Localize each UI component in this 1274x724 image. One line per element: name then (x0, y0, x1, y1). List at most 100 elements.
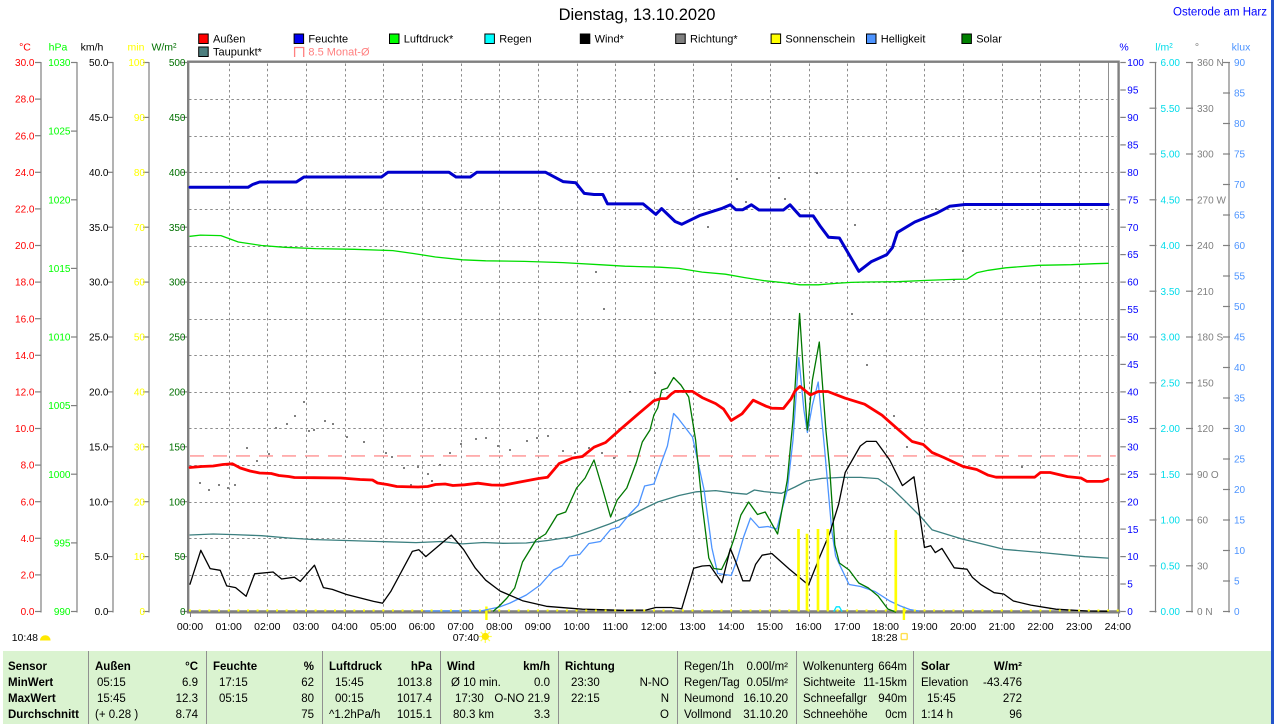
svg-text:24.0: 24.0 (15, 168, 35, 179)
svg-text:90: 90 (1234, 58, 1246, 69)
svg-text:25: 25 (1234, 455, 1246, 466)
svg-text:11:00: 11:00 (602, 621, 628, 633)
svg-text:Luftdruck: Luftdruck (329, 661, 383, 673)
svg-text:0.05l/m²: 0.05l/m² (746, 677, 788, 689)
svg-text:18:28: 18:28 (871, 632, 897, 644)
svg-text:90 O: 90 O (1197, 470, 1219, 481)
svg-text:8.74: 8.74 (176, 709, 199, 721)
svg-text:45: 45 (1127, 360, 1139, 371)
svg-text:350: 350 (169, 223, 186, 234)
svg-text:60: 60 (1234, 241, 1246, 252)
svg-text:Dienstag, 13.10.2020: Dienstag, 13.10.2020 (559, 6, 716, 24)
svg-text:0: 0 (139, 607, 145, 618)
svg-text:hPa: hPa (49, 41, 68, 53)
svg-text:Außen: Außen (213, 34, 245, 46)
svg-text:2.0: 2.0 (21, 571, 35, 582)
svg-text:07:40: 07:40 (453, 632, 479, 644)
svg-text:-43.476: -43.476 (983, 677, 1022, 689)
svg-text:85: 85 (1234, 89, 1246, 100)
svg-text:20: 20 (1234, 485, 1246, 496)
svg-text:24:00: 24:00 (1105, 621, 1131, 633)
svg-text:0cm: 0cm (885, 709, 907, 721)
svg-text:^1.2hPa/h: ^1.2hPa/h (329, 709, 380, 721)
svg-text:250: 250 (169, 333, 186, 344)
svg-text:Wind: Wind (447, 661, 475, 673)
svg-text:3.00: 3.00 (1161, 333, 1181, 344)
svg-text:1.00: 1.00 (1161, 516, 1181, 527)
svg-text:Elevation: Elevation (921, 677, 968, 689)
svg-text:12:00: 12:00 (641, 621, 667, 633)
svg-text:5: 5 (1127, 580, 1133, 591)
svg-text:26.0: 26.0 (15, 131, 35, 142)
svg-text:180 S: 180 S (1197, 333, 1223, 344)
svg-text:330: 330 (1197, 104, 1214, 115)
svg-text:05:00: 05:00 (370, 621, 396, 633)
svg-text:0.50: 0.50 (1161, 561, 1181, 572)
svg-text:50.0: 50.0 (89, 58, 109, 69)
svg-text:2.00: 2.00 (1161, 424, 1181, 435)
svg-text:80.3 km: 80.3 km (453, 709, 494, 721)
svg-text:100: 100 (128, 58, 145, 69)
svg-text:35: 35 (1234, 394, 1246, 405)
svg-text:210: 210 (1197, 287, 1214, 298)
svg-text:60: 60 (1127, 278, 1139, 289)
svg-text:1013.8: 1013.8 (397, 677, 432, 689)
svg-text:360 N: 360 N (1197, 58, 1224, 69)
svg-text:4.50: 4.50 (1161, 195, 1181, 206)
svg-text:(+ 0.28 ): (+ 0.28 ) (95, 709, 138, 721)
svg-text:990: 990 (54, 607, 71, 618)
svg-text:1:14 h: 1:14 h (921, 709, 953, 721)
svg-text:5.00: 5.00 (1161, 150, 1181, 161)
svg-text:16:00: 16:00 (795, 621, 821, 633)
svg-text:22:00: 22:00 (1027, 621, 1053, 633)
svg-text:75: 75 (1234, 150, 1246, 161)
svg-text:05:15: 05:15 (219, 693, 248, 705)
svg-text:15:00: 15:00 (757, 621, 783, 633)
svg-text:8.5 Monat-Ø: 8.5 Monat-Ø (308, 47, 370, 59)
svg-text:N: N (661, 693, 669, 705)
svg-text:0: 0 (1127, 607, 1133, 618)
svg-text:35.0: 35.0 (89, 223, 109, 234)
svg-text:5: 5 (1234, 577, 1240, 588)
svg-text:60: 60 (1197, 516, 1209, 527)
svg-text:l/m²: l/m² (1155, 41, 1173, 53)
svg-text:35: 35 (1127, 415, 1139, 426)
svg-text:14.0: 14.0 (15, 351, 35, 362)
svg-text:Ø 10 min.: Ø 10 min. (451, 677, 501, 689)
svg-text:100: 100 (1127, 58, 1144, 69)
svg-text:30: 30 (1197, 561, 1209, 572)
svg-text:N-NO: N-NO (640, 677, 669, 689)
svg-text:664m: 664m (878, 661, 907, 673)
svg-text:272: 272 (1003, 693, 1022, 705)
svg-text:10: 10 (1127, 552, 1139, 563)
svg-text:10: 10 (1234, 546, 1246, 557)
svg-text:Außen: Außen (95, 661, 131, 673)
svg-text:80: 80 (1127, 168, 1139, 179)
svg-text:270 W: 270 W (1197, 195, 1226, 206)
svg-text:Schneefallgr: Schneefallgr (803, 693, 867, 705)
svg-text:240: 240 (1197, 241, 1214, 252)
svg-text:150: 150 (169, 442, 186, 453)
svg-text:300: 300 (169, 278, 186, 289)
svg-text:03:00: 03:00 (293, 621, 319, 633)
svg-text:90: 90 (1127, 113, 1139, 124)
svg-text:18.0: 18.0 (15, 278, 35, 289)
svg-text:W/m²: W/m² (151, 41, 177, 53)
svg-text:31.10.20: 31.10.20 (743, 709, 788, 721)
svg-text:Durchschnitt: Durchschnitt (8, 709, 79, 721)
svg-text:Osterode am Harz: Osterode am Harz (1173, 7, 1267, 19)
svg-text:30: 30 (134, 442, 146, 453)
svg-text:300: 300 (1197, 150, 1214, 161)
svg-text:Richtung: Richtung (565, 661, 615, 673)
svg-text:28.0: 28.0 (15, 95, 35, 106)
svg-text:°: ° (1195, 41, 1199, 53)
svg-text:500: 500 (169, 58, 186, 69)
svg-text:40: 40 (134, 388, 146, 399)
svg-text:150: 150 (1197, 378, 1214, 389)
svg-text:W/m²: W/m² (994, 661, 1022, 673)
svg-text:25.0: 25.0 (89, 333, 109, 344)
svg-text:Luftdruck*: Luftdruck* (404, 34, 454, 46)
svg-text:400: 400 (169, 168, 186, 179)
svg-text:45: 45 (1234, 333, 1246, 344)
svg-text:60: 60 (134, 278, 146, 289)
